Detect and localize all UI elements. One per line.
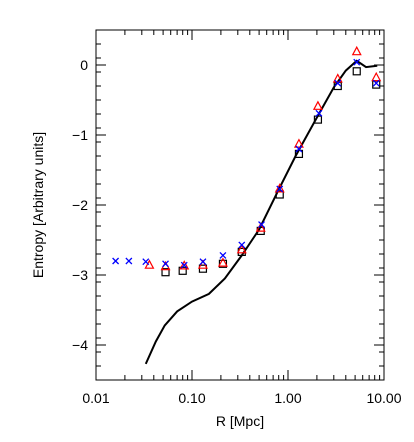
triangle-point <box>351 45 362 56</box>
x-tick-label: 0.10 <box>178 390 205 406</box>
y-axis-label: Entropy [Arbitrary units] <box>30 132 46 278</box>
y-tick-label: −4 <box>72 337 88 353</box>
cross-point <box>258 221 265 229</box>
triangle-point <box>217 257 228 267</box>
triangle-point <box>274 183 285 193</box>
square-point <box>218 259 228 268</box>
x-tick-label: 0.01 <box>82 390 109 406</box>
cross-point <box>238 241 246 249</box>
triangle-point <box>236 244 247 254</box>
triangle-point <box>371 71 382 82</box>
data-layer <box>112 45 382 365</box>
square-point <box>313 115 323 124</box>
triangle-point <box>312 100 323 110</box>
cross-point <box>334 79 342 87</box>
cross-point <box>112 257 120 265</box>
cross-point <box>315 109 323 117</box>
cross-point <box>162 260 169 268</box>
cross-point <box>276 185 284 193</box>
square-point <box>294 149 304 158</box>
triangle-point <box>332 73 343 83</box>
y-tick-label: 0 <box>80 57 88 73</box>
triangle-point <box>179 260 190 270</box>
square-point <box>352 67 361 76</box>
square-point <box>372 80 381 89</box>
cross-point <box>199 258 207 266</box>
y-tick-label: −1 <box>72 127 88 143</box>
cross-point <box>125 257 133 265</box>
cross-point <box>219 251 227 259</box>
triangle-point <box>144 259 155 269</box>
y-tick-label: −2 <box>72 197 88 213</box>
x-tick-label: 10.00 <box>366 390 401 406</box>
x-tick-label: 1.00 <box>274 390 301 406</box>
x-axis-label: R [Mpc] <box>216 413 264 429</box>
axis-ticks: 0.01 0.10 1.00 10.00 0 −1 −2 −3 −4 <box>72 29 402 406</box>
cross-point <box>142 258 150 266</box>
cross-point <box>180 261 188 269</box>
triangle-point <box>293 138 304 148</box>
cross-point <box>353 58 361 66</box>
y-tick-label: −3 <box>72 267 88 283</box>
cross-point <box>372 79 380 87</box>
model-profile-line <box>144 59 378 365</box>
square-point <box>161 268 170 277</box>
square-point <box>275 190 284 199</box>
cross-point <box>295 145 303 153</box>
